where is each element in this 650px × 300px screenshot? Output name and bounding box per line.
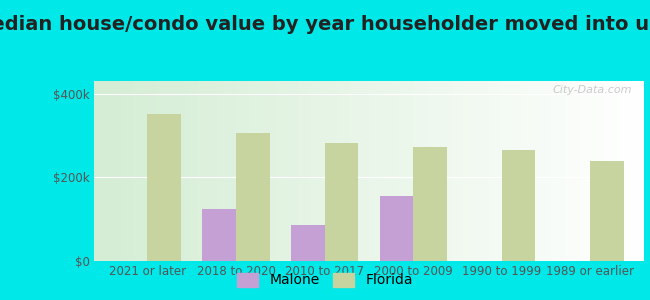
Bar <box>236 133 270 261</box>
Bar <box>148 115 181 261</box>
Bar <box>291 225 324 261</box>
Bar <box>502 150 536 261</box>
Bar <box>324 142 358 261</box>
Bar <box>413 147 447 261</box>
Legend: Malone, Florida: Malone, Florida <box>231 267 419 293</box>
Bar <box>380 196 413 261</box>
Text: City-Data.com: City-Data.com <box>553 85 632 94</box>
Text: Median house/condo value by year householder moved into unit: Median house/condo value by year househo… <box>0 15 650 34</box>
Bar <box>202 209 236 261</box>
Bar <box>590 161 624 261</box>
